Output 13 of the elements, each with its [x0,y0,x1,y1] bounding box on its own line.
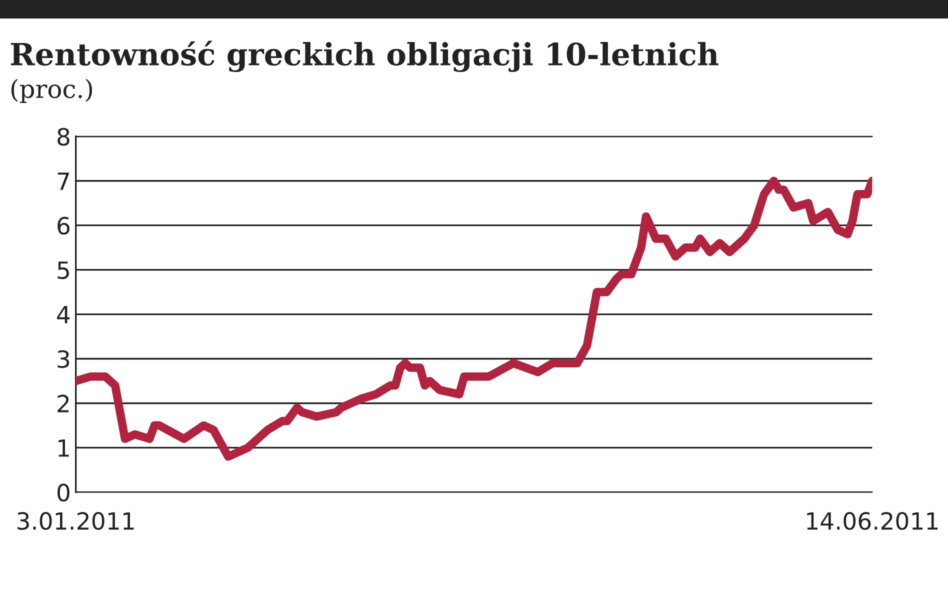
x-tick-label: 14.06.2011 [807,512,938,530]
x-tick-label: 3.01.2011 [18,512,134,530]
chart-title: Rentowność greckich obligacji 10-letnich [10,40,718,72]
y-tick-label: 5 [58,262,69,280]
chart-subtitle: (proc.) [11,78,92,104]
y-tick-label: 6 [58,216,70,235]
y-tick-label: 8 [58,128,70,146]
y-tick-label: 4 [57,306,70,324]
y-tick-label: 2 [58,394,69,412]
y-tick-label: 3 [58,350,70,368]
y-tick-label: 1 [58,439,69,457]
y-tick-label: 0 [58,484,70,502]
y-tick-label: 7 [58,172,69,190]
